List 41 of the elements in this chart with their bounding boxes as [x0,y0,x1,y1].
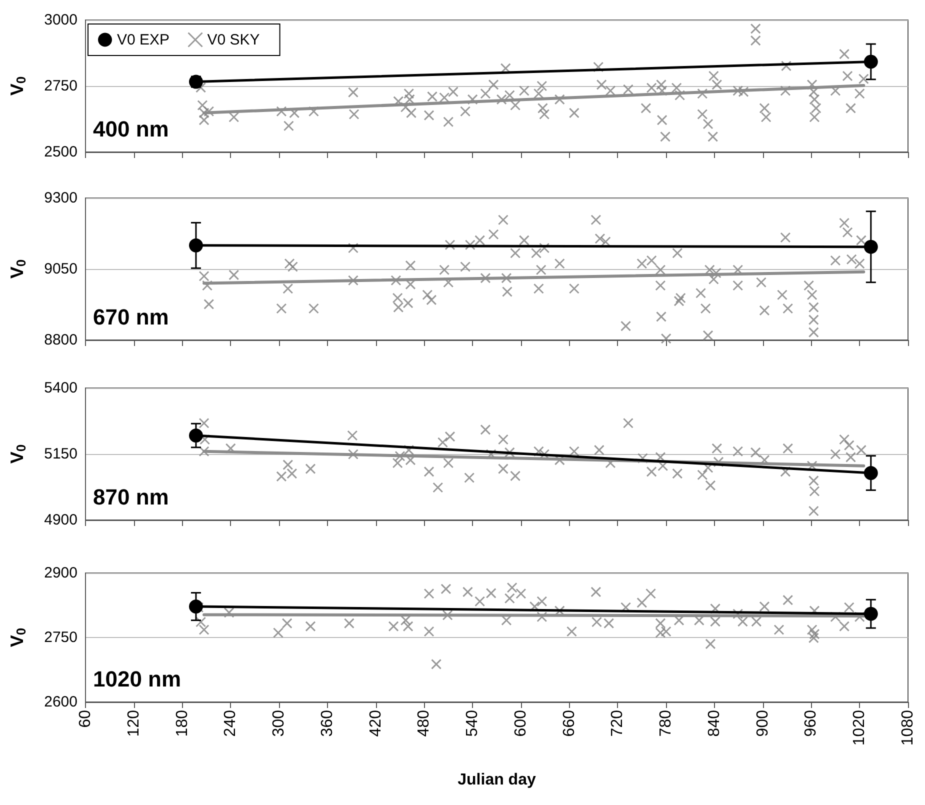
annotation: 870 nm [93,484,169,510]
y-tick-label: 2900 [44,564,78,582]
x-tick-label: 360 [318,710,336,737]
annotation: 670 nm [93,304,169,330]
y-tick-label: 4900 [44,512,78,528]
x-tick-label: 60 [77,710,94,728]
x-tick-label: 780 [658,710,675,737]
annotation: 1020 nm [93,666,182,692]
y-axis-title: V0 [7,259,28,279]
x-tick-label: 1020 [851,710,868,746]
x-tick-label: 180 [174,710,191,737]
y-tick-label: 2750 [44,629,78,646]
x-tick-label: 840 [706,710,723,737]
y-axis-title: V0 [7,76,28,96]
legend-label: V0 SKY [207,31,260,48]
x-tick-label: 420 [367,710,384,737]
y-tick-label: 3000 [44,12,78,28]
x-tick-label: 960 [802,710,820,737]
y-tick-label: 5400 [44,380,78,396]
annotation: 400 nm [93,116,169,142]
x-tick-label: 660 [560,710,578,737]
x-tick-label: 720 [609,710,626,737]
x-tick-label: 480 [416,710,433,737]
x-tick-label: 600 [512,710,530,737]
y-tick-label: 5150 [44,446,78,462]
y-tick-label: 2600 [44,694,78,710]
x-tick-label: 300 [270,710,288,737]
legend-label: V0 EXP [117,31,170,48]
x-tick-label: 240 [222,710,240,737]
x-tick-label: 900 [754,710,772,737]
x-tick-label: 1080 [900,710,916,746]
x-tick-label: 540 [464,710,482,737]
y-tick-label: 2500 [44,144,78,160]
y-axis-title: V0 [7,628,28,648]
y-tick-label: 9300 [44,190,78,206]
y-tick-label: 9050 [44,260,78,278]
y-tick-label: 2750 [44,78,78,94]
x-tick-label: 120 [125,710,142,737]
y-tick-label: 8800 [44,332,78,348]
y-axis-title: V0 [7,444,28,464]
x-axis-title: Julian day [458,772,536,788]
